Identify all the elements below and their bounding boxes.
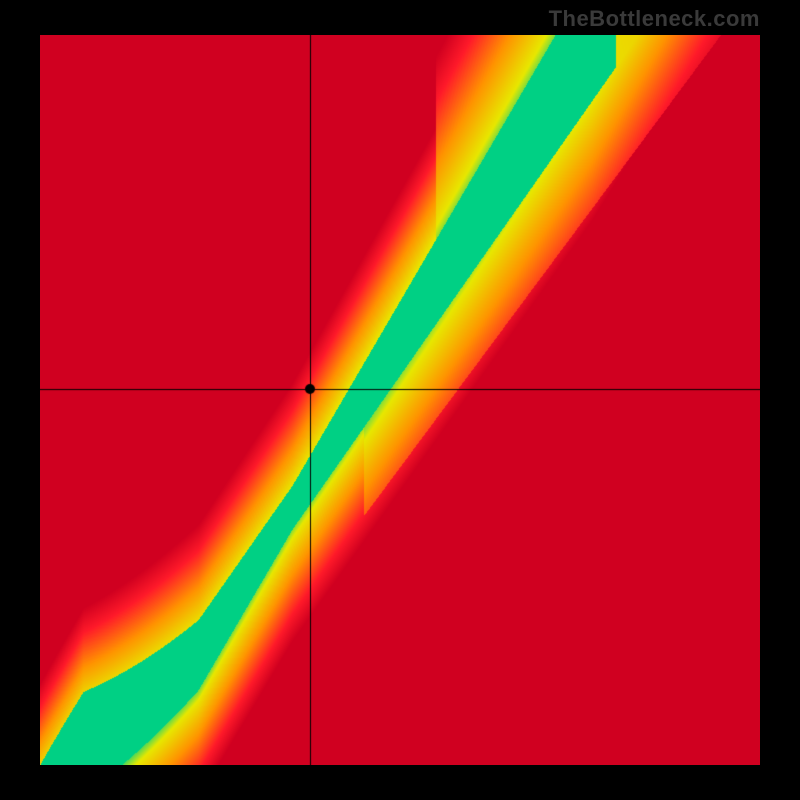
watermark-text: TheBottleneck.com (549, 6, 760, 32)
plot-frame (40, 35, 760, 765)
heatmap-canvas (40, 35, 760, 765)
chart-container: TheBottleneck.com (0, 0, 800, 800)
